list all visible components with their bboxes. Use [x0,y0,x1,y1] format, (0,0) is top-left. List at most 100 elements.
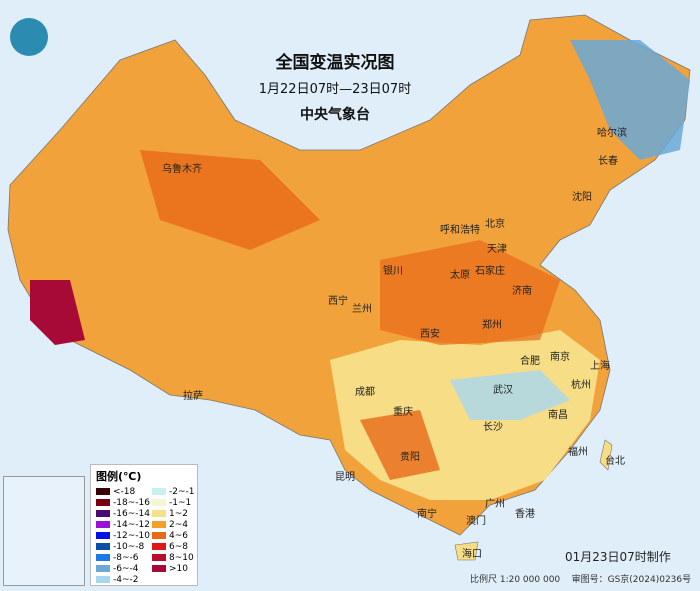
city-label: 长沙 [483,422,503,433]
legend-swatch [96,576,110,583]
city-label: 西安 [420,329,440,340]
north-red-region [140,150,320,250]
city-label: 银川 [383,266,403,277]
legend: 图例(℃) <-18 -2~-1 -18~-16 -1~1 -16~-14 1~2 -14~… [90,464,198,586]
city-label: 澳门 [466,516,486,527]
legend-swatch [96,488,110,495]
legend-label: -1~1 [169,497,192,508]
legend-swatch [96,521,110,528]
city-label: 济南 [512,286,532,297]
city-label: 呼和浩特 [440,225,480,236]
legend-item: -10~-8 [96,541,152,552]
city-label: 海口 [462,549,482,560]
legend-swatch [152,532,166,539]
city-label: 天津 [487,244,507,255]
city-label: 太原 [450,270,470,281]
city-label: 武汉 [493,385,513,396]
made-time: 01月23日07时制作 [565,550,671,564]
hainan [454,541,479,561]
legend-label: 2~4 [169,519,188,530]
legend-item: 8~10 [152,552,202,563]
city-label: 乌鲁木齐 [162,164,202,175]
legend-label: -4~-2 [113,574,139,585]
legend-item: -18~-16 [96,497,152,508]
city-label: 重庆 [393,407,413,418]
city-label: 拉萨 [183,391,203,402]
map-period: 1月22日07时—23日07时 [258,82,412,97]
city-label: 沈阳 [572,192,592,203]
legend-label: -14~-12 [113,519,150,530]
legend-item: <-18 [96,486,152,497]
city-label: 南宁 [417,509,437,520]
legend-label: -6~-4 [113,563,139,574]
city-label: 贵阳 [400,452,420,463]
city-label: 北京 [485,219,505,230]
legend-swatch [152,565,166,572]
northeast-blue-region [570,40,690,160]
legend-swatch [152,554,166,561]
city-label: 石家庄 [475,266,505,277]
legend-label: -18~-16 [113,497,150,508]
legend-swatch [96,510,110,517]
legend-item: 2~4 [152,519,202,530]
legend-item: -14~-12 [96,519,152,530]
city-label: 郑州 [482,320,502,331]
city-label: 哈尔滨 [597,128,627,139]
city-label: 福州 [568,447,588,458]
city-label: 兰州 [352,304,372,315]
legend-label: 6~8 [169,541,188,552]
legend-swatch [96,499,110,506]
legend-swatch [152,543,166,550]
scale-text: 比例尺 1:20 000 000 [470,575,561,585]
legend-label: <-18 [113,486,136,497]
review-number: 审图号：GS京(2024)0236号 [571,575,692,585]
cma-logo [10,18,48,56]
legend-label: -2~-1 [169,486,195,497]
southwest-orange-region [360,410,440,480]
legend-label: 1~2 [169,508,188,519]
legend-title: 图例(℃) [96,470,142,483]
legend-item: -2~-1 [152,486,202,497]
legend-item: -12~-10 [96,530,152,541]
city-label: 昆明 [335,472,355,483]
legend-item: >10 [152,563,202,574]
west-red-region [30,280,85,345]
city-label: 长春 [598,156,618,167]
legend-item: 6~8 [152,541,202,552]
legend-label: -10~-8 [113,541,145,552]
legend-swatch [96,554,110,561]
city-label: 杭州 [571,380,591,391]
taiwan [599,439,613,471]
legend-item: -16~-14 [96,508,152,519]
legend-label: -16~-14 [113,508,150,519]
legend-item: -6~-4 [96,563,152,574]
legend-item: 4~6 [152,530,202,541]
map-issuer: 中央气象台 [300,107,370,123]
legend-label: -8~-6 [113,552,139,563]
city-label: 台北 [605,456,625,467]
legend-swatch [96,532,110,539]
city-label: 上海 [590,361,610,372]
legend-swatch [96,543,110,550]
legend-item: -4~-2 [96,574,152,585]
city-label: 广州 [485,499,505,510]
legend-label: -12~-10 [113,530,150,541]
legend-item: -8~-6 [96,552,152,563]
legend-label: 4~6 [169,530,188,541]
city-label: 南昌 [548,410,568,421]
legend-swatch [152,488,166,495]
city-label: 南京 [550,352,570,363]
map-title: 全国变温实况图 [275,53,395,73]
legend-swatch [96,565,110,572]
city-label: 西宁 [328,296,348,307]
city-label: 香港 [515,509,535,520]
legend-label: 8~10 [169,552,194,563]
central-orange-region [380,240,560,345]
south-china-sea-inset [3,476,85,586]
legend-swatch [152,499,166,506]
footer-info: 比例尺 1:20 000 000 审图号：GS京(2024)0236号 [470,572,691,585]
legend-swatch [152,521,166,528]
legend-label: >10 [169,563,188,574]
city-label: 合肥 [520,356,540,367]
